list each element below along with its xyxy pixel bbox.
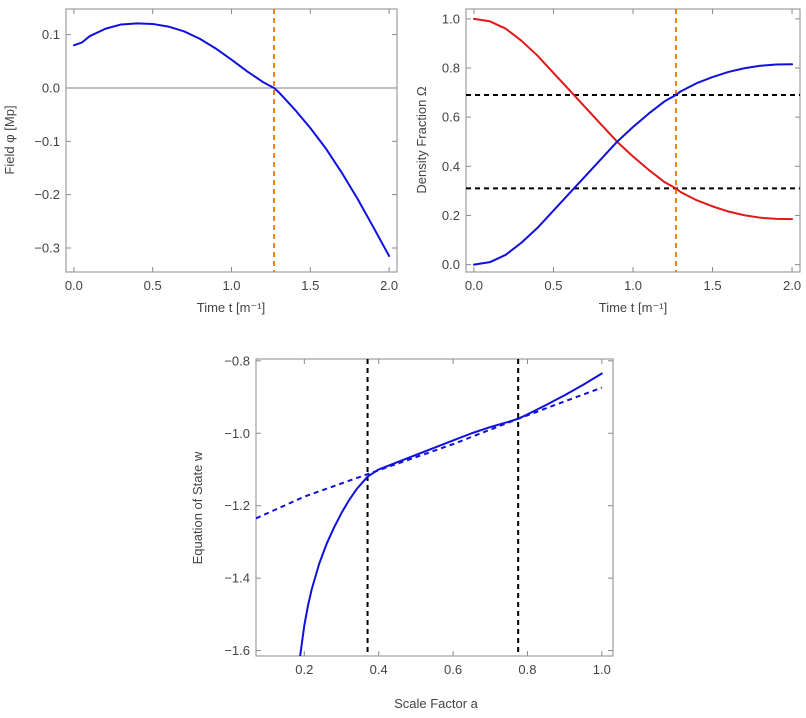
field-x-tick-label: 1.5: [301, 278, 319, 293]
density-y-tick-label: 0.0: [442, 257, 460, 272]
eos-series-line-0: [299, 372, 603, 656]
field-y-ticks: −0.3 −0.2 −0.1 0.0 0.1: [34, 27, 397, 255]
eos-x-tick-label: 0.2: [295, 662, 313, 677]
field-x-ticks: 0.0 0.5 1.0 1.5 2.0: [65, 9, 398, 293]
density-chart: 0.0 0.5 1.0 1.5 2.0 0.0 0.2 0.4 0.6 0.8 1.0 Time …: [414, 8, 801, 315]
eos-x-ticks: 0.2 0.4 0.6 0.8 1.0: [295, 359, 611, 677]
density-x-ticks: 0.0 0.5 1.0 1.5 2.0: [465, 9, 801, 293]
eos-series-line-1: [256, 386, 603, 520]
field-x-tick-label: 0.5: [144, 278, 162, 293]
field-chart: 0.0 0.5 1.0 1.5 2.0 −0.3 −0.2 −0.1 0.0 0.1 Time …: [2, 8, 398, 315]
eos-reference-lines: [366, 359, 520, 656]
eos-y-tick-label: −1.0: [224, 426, 250, 441]
density-x-tick-label: 2.0: [783, 278, 801, 293]
eos-x-tick-label: 0.4: [370, 662, 388, 677]
density-y-axis-title: Density Fraction Ω: [414, 86, 429, 194]
density-series: [472, 17, 794, 266]
eos-y-tick-label: −1.6: [224, 643, 250, 658]
eos-x-tick-label: 0.6: [444, 662, 462, 677]
field-reference-lines: [66, 9, 397, 272]
eos-x-axis-title: Scale Factor a: [394, 696, 479, 711]
field-y-tick-label: 0.1: [42, 27, 60, 42]
field-series: [72, 22, 391, 257]
eos-plot-frame: [255, 358, 614, 657]
field-y-tick-label: −0.2: [34, 187, 60, 202]
field-series-line-0: [72, 22, 391, 257]
field-x-tick-label: 2.0: [380, 278, 398, 293]
density-x-axis-title: Time t [m⁻¹]: [599, 300, 668, 315]
field-x-axis-title: Time t [m⁻¹]: [197, 300, 266, 315]
field-y-tick-label: −0.3: [34, 240, 60, 255]
density-reference-lines: [466, 9, 800, 272]
eos-chart: 0.2 0.4 0.6 0.8 1.0 −1.6 −1.4 −1.2 −1.0 −0.8 Sca…: [190, 353, 614, 711]
eos-y-tick-label: −1.4: [224, 571, 250, 586]
field-y-tick-label: −0.1: [34, 134, 60, 149]
density-series-line-1: [472, 63, 794, 266]
eos-y-axis-title: Equation of State w: [190, 451, 205, 564]
density-x-tick-label: 0.0: [465, 278, 483, 293]
eos-x-tick-label: 0.8: [518, 662, 536, 677]
density-x-tick-label: 1.5: [703, 278, 721, 293]
density-x-tick-label: 0.5: [544, 278, 562, 293]
density-y-tick-label: 0.8: [442, 60, 460, 75]
density-y-tick-label: 0.6: [442, 110, 460, 125]
field-x-tick-label: 0.0: [65, 278, 83, 293]
density-plot-frame: [465, 8, 801, 273]
density-y-tick-label: 0.2: [442, 208, 460, 223]
field-y-tick-label: 0.0: [42, 80, 60, 95]
density-y-ticks: 0.0 0.2 0.4 0.6 0.8 1.0: [442, 11, 800, 272]
eos-y-tick-label: −0.8: [224, 353, 250, 368]
eos-y-ticks: −1.6 −1.4 −1.2 −1.0 −0.8: [224, 353, 613, 658]
eos-y-tick-label: −1.2: [224, 498, 250, 513]
field-x-tick-label: 1.0: [222, 278, 240, 293]
eos-x-tick-label: 1.0: [593, 662, 611, 677]
field-plot-frame: [65, 8, 398, 273]
density-series-line-0: [472, 17, 794, 221]
density-y-tick-label: 0.4: [442, 159, 460, 174]
field-y-axis-title: Field φ [Mp]: [2, 105, 17, 174]
density-x-tick-label: 1.0: [624, 278, 642, 293]
density-y-tick-label: 1.0: [442, 11, 460, 26]
eos-series: [256, 372, 603, 656]
